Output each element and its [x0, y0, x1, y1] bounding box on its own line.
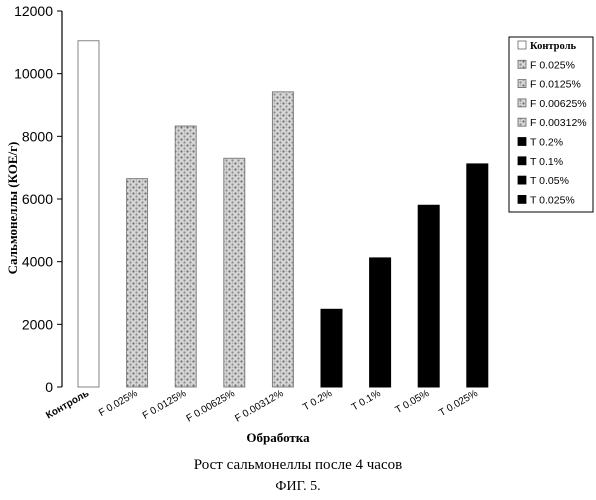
- y-axis-title: Сальмонеллы (КОЕ/г): [5, 142, 20, 275]
- legend-label: Контроль: [530, 41, 577, 52]
- bar: [321, 309, 342, 387]
- bar: [272, 92, 293, 387]
- bar-chart: 0 2000 4000 6000 8000 10000 12000 Контроль F 0.…: [0, 0, 596, 460]
- bar: [127, 179, 148, 387]
- x-tick-label: T 0.1%: [350, 388, 383, 413]
- bars: [78, 41, 488, 387]
- legend-swatch: [518, 138, 526, 146]
- y-tick-label: 2000: [22, 316, 53, 332]
- x-tick-label: F 0.00625%: [185, 388, 237, 425]
- legend-label: T 0.1%: [530, 156, 563, 168]
- legend-swatch: [518, 118, 526, 126]
- x-tick-label: T 0.2%: [301, 388, 334, 413]
- legend-swatch: [518, 41, 526, 49]
- y-tick-label: 0: [45, 379, 53, 395]
- x-tick-label: T 0.05%: [394, 388, 432, 416]
- bar: [224, 158, 245, 387]
- legend-label: T 0.2%: [530, 137, 563, 149]
- bar: [370, 258, 391, 387]
- x-tick-label: F 0.0125%: [141, 388, 188, 422]
- x-tick-label: F 0.025%: [97, 388, 140, 419]
- x-tick-label: T 0.025%: [437, 388, 480, 419]
- figure-label: ФИГ. 5.: [0, 479, 596, 495]
- legend-label: F 0.00625%: [530, 98, 587, 110]
- legend-label: T 0.025%: [530, 194, 575, 206]
- x-axis-title: Обработка: [246, 430, 310, 445]
- figure-caption: Рост сальмонеллы после 4 часов: [0, 457, 596, 474]
- bar: [467, 164, 488, 387]
- legend-swatch: [518, 157, 526, 165]
- x-axis-labels: КонтрольF 0.025%F 0.0125%F 0.00625%F 0.0…: [44, 388, 480, 425]
- y-tick-label: 10000: [14, 66, 53, 82]
- bar: [418, 205, 439, 387]
- legend-swatch: [518, 99, 526, 107]
- y-tick-label: 6000: [22, 191, 53, 207]
- y-tick-label: 12000: [14, 3, 53, 19]
- legend-label: F 0.00312%: [530, 117, 587, 129]
- y-axis: 0 2000 4000 6000 8000 10000 12000: [14, 3, 62, 395]
- legend-label: F 0.025%: [530, 59, 575, 71]
- legend-swatch: [518, 195, 526, 203]
- legend-label: T 0.05%: [530, 175, 569, 187]
- legend-swatch: [518, 80, 526, 88]
- bar: [78, 41, 99, 387]
- legend-swatch: [518, 176, 526, 184]
- bar: [175, 126, 196, 387]
- x-tick-label: F 0.00312%: [233, 388, 285, 425]
- legend: Контроль F 0.025% F 0.0125% F 0.00625% F 0.0…: [509, 37, 593, 212]
- legend-swatch: [518, 60, 526, 68]
- legend-label: F 0.0125%: [530, 79, 581, 91]
- y-tick-label: 8000: [22, 128, 53, 144]
- y-tick-label: 4000: [22, 254, 53, 270]
